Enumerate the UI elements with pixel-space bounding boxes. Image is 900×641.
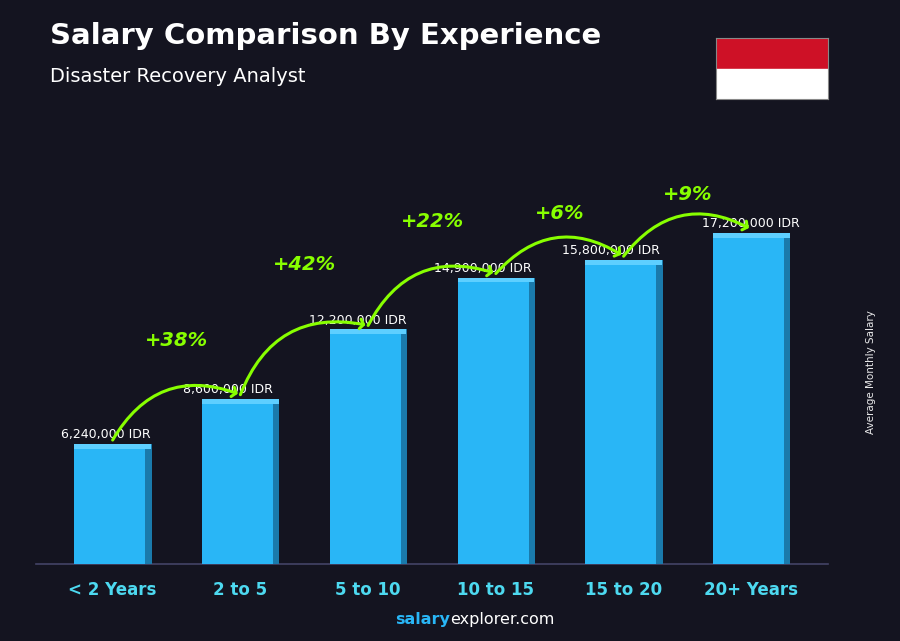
Text: 12,200,000 IDR: 12,200,000 IDR <box>309 313 407 327</box>
Bar <box>713 233 789 238</box>
Bar <box>457 278 535 564</box>
Bar <box>585 260 662 564</box>
Text: +22%: +22% <box>400 212 464 231</box>
Bar <box>457 278 535 283</box>
Bar <box>528 278 535 564</box>
Bar <box>202 399 279 564</box>
Bar <box>401 329 407 564</box>
Text: salary: salary <box>395 612 450 627</box>
Bar <box>713 233 789 564</box>
Bar <box>329 329 407 564</box>
Bar <box>146 444 151 564</box>
Bar <box>585 260 662 265</box>
Bar <box>75 444 151 449</box>
Bar <box>716 69 828 99</box>
Bar <box>329 329 407 335</box>
Text: +42%: +42% <box>273 255 336 274</box>
Bar <box>202 399 279 404</box>
Text: +6%: +6% <box>535 204 584 223</box>
Text: Average Monthly Salary: Average Monthly Salary <box>866 310 877 434</box>
Text: +9%: +9% <box>662 185 712 204</box>
Text: Salary Comparison By Experience: Salary Comparison By Experience <box>50 22 601 51</box>
Bar <box>274 399 279 564</box>
Bar <box>656 260 662 564</box>
Text: Disaster Recovery Analyst: Disaster Recovery Analyst <box>50 67 305 87</box>
Text: explorer.com: explorer.com <box>450 612 554 627</box>
Text: +38%: +38% <box>145 331 208 349</box>
Bar <box>75 444 151 564</box>
Text: 6,240,000 IDR: 6,240,000 IDR <box>61 428 151 441</box>
Text: 8,600,000 IDR: 8,600,000 IDR <box>183 383 273 396</box>
Bar <box>784 233 790 564</box>
Text: 14,900,000 IDR: 14,900,000 IDR <box>435 262 532 275</box>
Text: 15,800,000 IDR: 15,800,000 IDR <box>562 244 660 258</box>
Text: 17,200,000 IDR: 17,200,000 IDR <box>703 217 800 231</box>
Bar <box>716 38 828 69</box>
